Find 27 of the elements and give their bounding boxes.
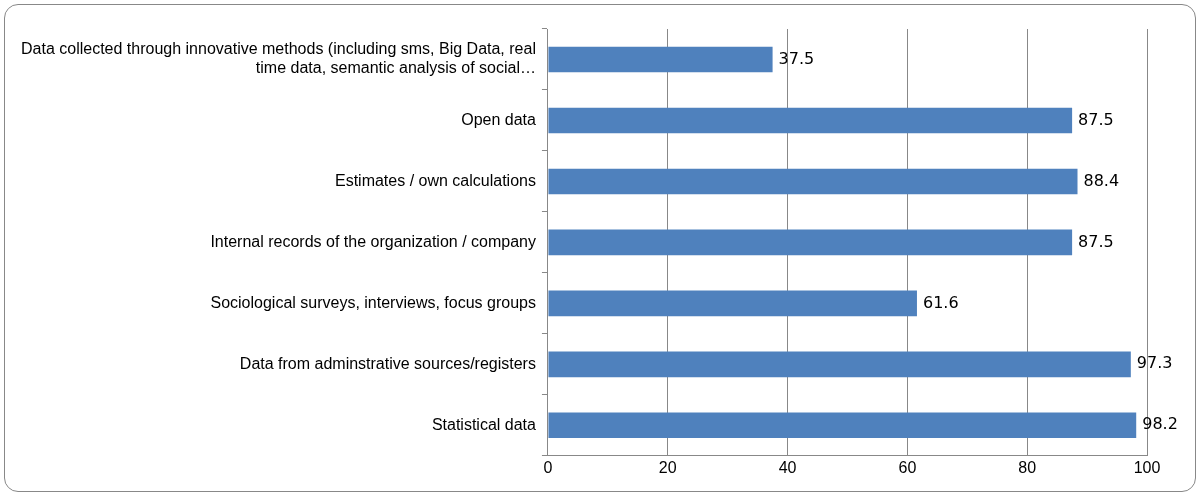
data-label: 87.5 <box>1078 109 1114 129</box>
data-label: 98.2 <box>1142 414 1178 434</box>
bar <box>548 412 1137 439</box>
y-tick-label: Data from adminstrative sources/registers <box>239 354 536 372</box>
data-label: 88.4 <box>1083 170 1120 190</box>
x-tick-label: 20 <box>658 458 677 476</box>
bar <box>548 229 1073 256</box>
y-tick-label: Statistical data <box>431 415 537 433</box>
y-tick-label: Estimates / own calculations <box>334 171 536 189</box>
y-tick-label: Internal records of the organization / company <box>210 232 536 250</box>
bar <box>548 351 1131 378</box>
y-tick-label: Open data <box>461 110 537 128</box>
bar <box>548 168 1078 195</box>
y-tick-label: Sociological surveys, interviews, focus groups <box>210 293 536 311</box>
y-tick-label: Data collected through innovative methods (including sms, Big Data, real time data, semantic analysis of social… <box>21 40 536 77</box>
data-label: 61.6 <box>922 292 959 312</box>
x-tick-label: 0 <box>543 458 553 476</box>
x-tick-label: 100 <box>1133 458 1161 476</box>
x-tick-label: 60 <box>898 458 917 476</box>
bar <box>548 107 1073 134</box>
x-tick-label: 40 <box>778 458 797 476</box>
data-label: 97.3 <box>1136 353 1173 373</box>
bar <box>548 46 773 73</box>
x-tick-label: 80 <box>1018 458 1037 476</box>
data-label: 37.5 <box>778 48 815 68</box>
data-label: 87.5 <box>1078 231 1114 251</box>
bar <box>548 290 917 317</box>
